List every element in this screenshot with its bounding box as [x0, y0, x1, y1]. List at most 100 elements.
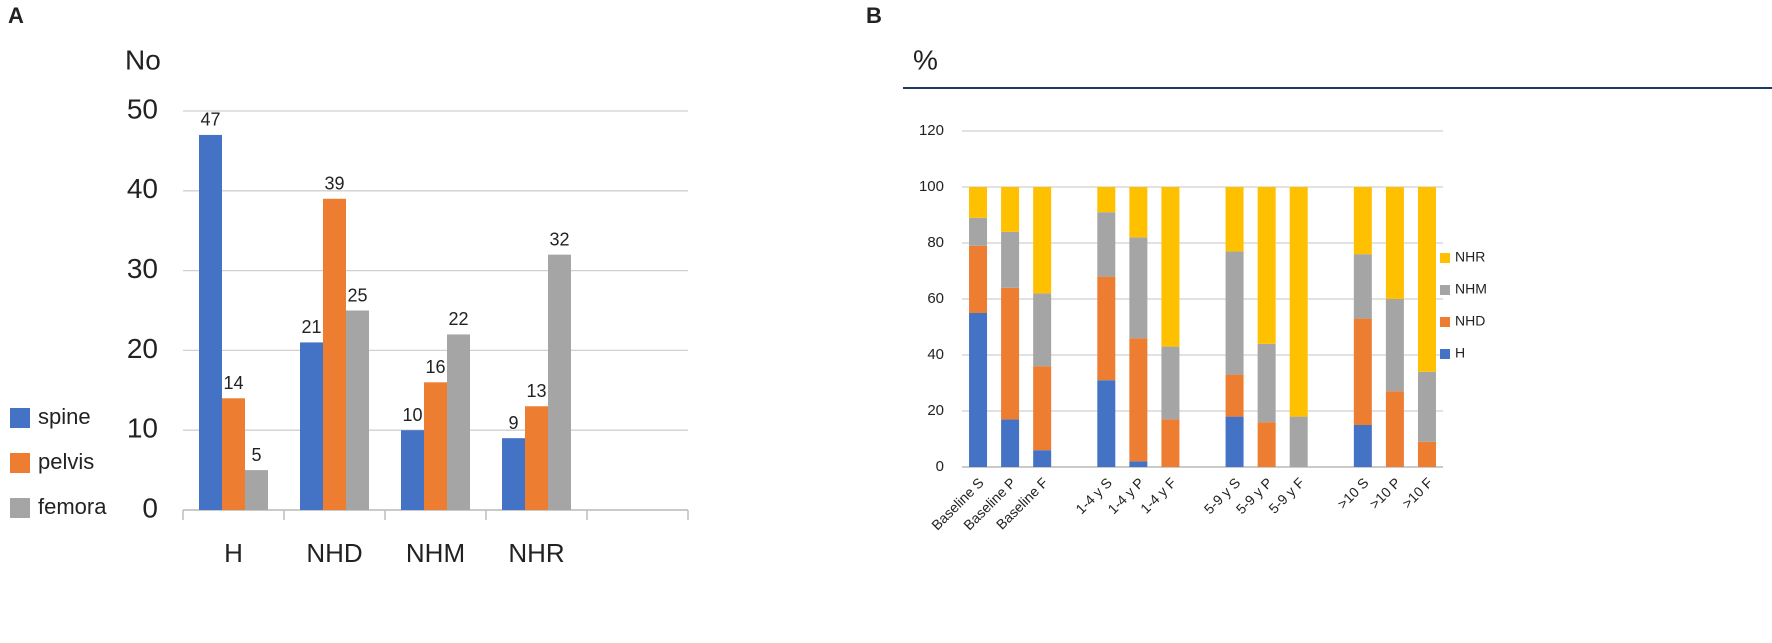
panel-label: B [866, 3, 882, 28]
legend-swatch [10, 498, 30, 518]
bar-segment [1353, 187, 1372, 255]
y-tick-label: 50 [127, 93, 158, 124]
legend-label: pelvis [38, 449, 94, 474]
legend-label: NHR [1455, 249, 1485, 265]
legend-swatch [10, 408, 30, 428]
bar-segment [1289, 416, 1308, 467]
bar-segment [1289, 187, 1308, 417]
y-tick-label: 0 [142, 492, 158, 523]
bar-segment [1257, 187, 1276, 344]
bar-segment [1257, 422, 1276, 467]
bar [447, 334, 470, 510]
bar-segment [1161, 419, 1180, 467]
x-tick-label: 5-9 y P [1233, 474, 1276, 517]
bar-segment [1001, 231, 1020, 288]
bar [401, 430, 424, 510]
x-tick-label: >10 P [1366, 474, 1403, 511]
legend-label: NHM [1455, 281, 1487, 297]
bar-segment [1129, 338, 1148, 462]
legend-label: spine [38, 404, 91, 429]
y-tick-label: 0 [936, 458, 944, 475]
x-tick-label: NHD [306, 538, 362, 568]
bar [323, 198, 346, 510]
bar-segment [969, 313, 988, 467]
bar-segment [1353, 318, 1372, 425]
bar [199, 134, 222, 510]
x-tick-label: >10 F [1399, 474, 1436, 511]
bar-segment [1001, 419, 1020, 467]
bar-segment [1353, 254, 1372, 319]
data-label: 47 [200, 110, 220, 130]
bar-segment [1033, 187, 1052, 294]
bar-segment [1417, 371, 1436, 442]
legend-label: NHD [1455, 313, 1485, 329]
y-tick-label: 10 [127, 413, 158, 444]
data-label: 25 [347, 285, 367, 305]
data-label: 14 [223, 373, 243, 393]
bar [548, 254, 571, 510]
y-tick-label: 20 [127, 333, 158, 364]
data-label: 21 [301, 317, 321, 337]
bar [300, 342, 323, 510]
bar-segment [1097, 187, 1116, 213]
bar-segment [1385, 187, 1404, 299]
legend-swatch [1440, 349, 1450, 359]
bar-segment [1257, 343, 1276, 423]
legend-label: H [1455, 345, 1465, 361]
data-label: 13 [526, 381, 546, 401]
x-tick-label: H [224, 538, 243, 568]
bar-segment [1033, 293, 1052, 367]
bar-segment [1417, 441, 1436, 467]
bar-segment [969, 217, 988, 246]
data-label: 16 [425, 357, 445, 377]
legend-label: femora [38, 494, 107, 519]
bar [245, 470, 268, 510]
legend-swatch [1440, 253, 1450, 263]
y-tick-label: 80 [927, 234, 944, 251]
bar-segment [969, 187, 988, 218]
bar-segment [1097, 380, 1116, 467]
chart-title: % [913, 44, 938, 75]
bar-segment [1033, 366, 1052, 451]
bar [222, 398, 245, 510]
x-tick-label: NHM [406, 538, 465, 568]
y-tick-label: 30 [127, 253, 158, 284]
bar-segment [1129, 237, 1148, 339]
bar-segment [1097, 276, 1116, 381]
data-label: 9 [508, 413, 518, 433]
bar-segment [1225, 416, 1244, 467]
legend-swatch [1440, 285, 1450, 295]
bar-segment [1225, 251, 1244, 375]
bar [502, 438, 525, 510]
y-tick-label: 20 [927, 402, 944, 419]
bar-segment [969, 245, 988, 313]
y-tick-label: 60 [927, 290, 944, 307]
y-tick-label: 100 [919, 178, 944, 195]
bar-segment [1001, 287, 1020, 420]
bar-segment [1033, 450, 1052, 467]
y-tick-label: 40 [927, 346, 944, 363]
bar-segment [1353, 425, 1372, 467]
y-axis-label: No [125, 44, 161, 75]
bar-segment [1385, 391, 1404, 467]
data-label: 22 [448, 309, 468, 329]
y-tick-label: 120 [919, 122, 944, 139]
bar-segment [1225, 374, 1244, 417]
bar-segment [1417, 187, 1436, 372]
x-tick-label: NHR [508, 538, 564, 568]
x-tick-label: 1-4 y P [1104, 474, 1147, 517]
bar [346, 310, 369, 510]
data-label: 32 [549, 229, 569, 249]
x-tick-label: 1-4 y F [1137, 474, 1179, 516]
bar-segment [1225, 187, 1244, 252]
data-label: 10 [402, 405, 422, 425]
x-tick-label: 5-9 y F [1265, 474, 1307, 516]
bar-segment [1001, 187, 1020, 232]
bar [424, 382, 447, 510]
bar-segment [1161, 346, 1180, 420]
data-label: 5 [251, 445, 261, 465]
y-tick-label: 40 [127, 173, 158, 204]
legend-swatch [10, 453, 30, 473]
